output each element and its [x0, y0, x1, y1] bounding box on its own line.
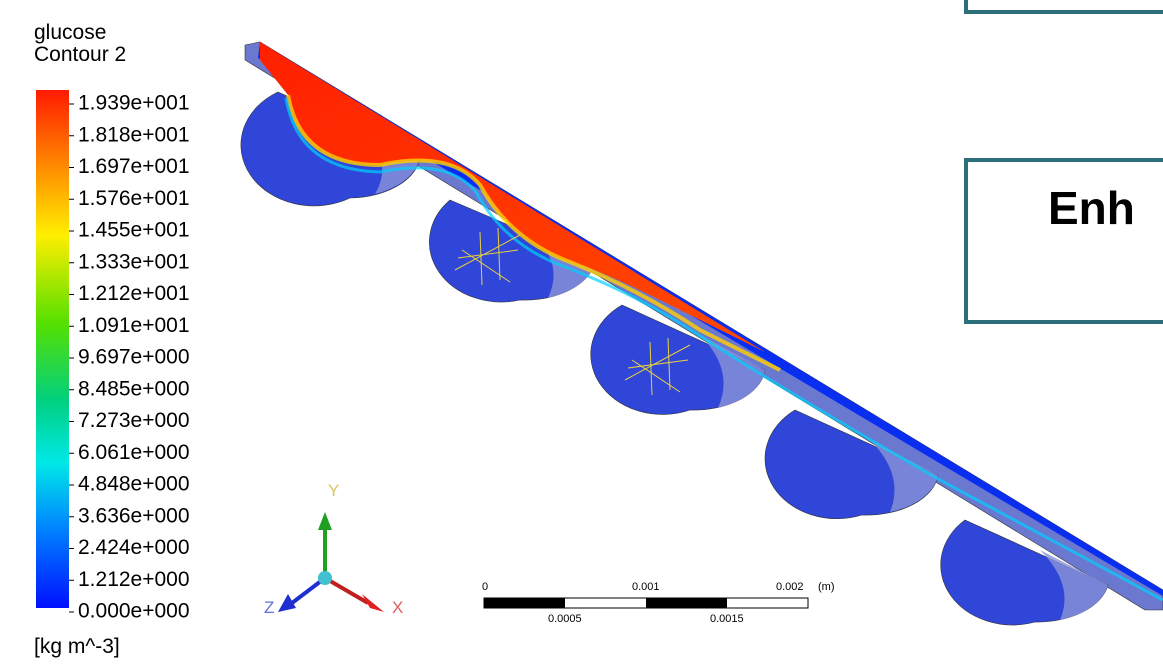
legend-label: 3.636e+000 — [78, 504, 190, 527]
scale-label: 0.0015 — [710, 613, 744, 625]
legend-variable: glucose — [34, 21, 106, 44]
legend-label: 1.212e+000 — [78, 568, 190, 591]
scale-label: 0 — [482, 581, 488, 593]
scale-label: 0.0005 — [548, 613, 582, 625]
legend-label: 8.485e+000 — [78, 377, 190, 400]
legend-label: 1.455e+001 — [78, 219, 190, 242]
page: {"legend": {"variable": "glucose", "name… — [0, 0, 1163, 669]
color-bar — [36, 90, 69, 608]
legend-label: 1.091e+001 — [78, 314, 190, 337]
legend-label: 1.212e+001 — [78, 282, 190, 305]
triad-label: Y — [328, 481, 339, 500]
legend-label: 1.818e+001 — [78, 123, 190, 146]
legend-name: Contour 2 — [34, 43, 126, 66]
legend-label: 6.061e+000 — [78, 441, 190, 464]
overlay-box — [966, 0, 1163, 12]
legend-label: 7.273e+000 — [78, 409, 190, 432]
scale-label: 0.002 — [776, 581, 804, 593]
geometry — [241, 42, 1163, 625]
overlay-text: Enh — [1048, 182, 1135, 234]
legend-label: 2.424e+000 — [78, 536, 190, 559]
scale-label: 0.001 — [632, 581, 660, 593]
legend-label: 9.697e+000 — [78, 346, 190, 369]
legend-label: 1.697e+001 — [78, 155, 190, 178]
viewport: Enh glucose Contour 2 1.939e+0011.818e — [0, 0, 1163, 669]
legend-label: 1.333e+001 — [78, 250, 190, 273]
legend-label: 1.576e+001 — [78, 187, 190, 210]
legend-unit: [kg m^-3] — [34, 635, 120, 658]
legend-label: 0.000e+000 — [78, 600, 190, 623]
triad-label: X — [392, 598, 403, 617]
legend-label: 4.848e+000 — [78, 473, 190, 496]
scale-bar — [484, 598, 808, 608]
triad-label: Z — [264, 598, 274, 617]
axis-triad — [278, 512, 384, 612]
legend-label: 1.939e+001 — [78, 92, 190, 115]
scale-unit: (m) — [818, 581, 835, 593]
